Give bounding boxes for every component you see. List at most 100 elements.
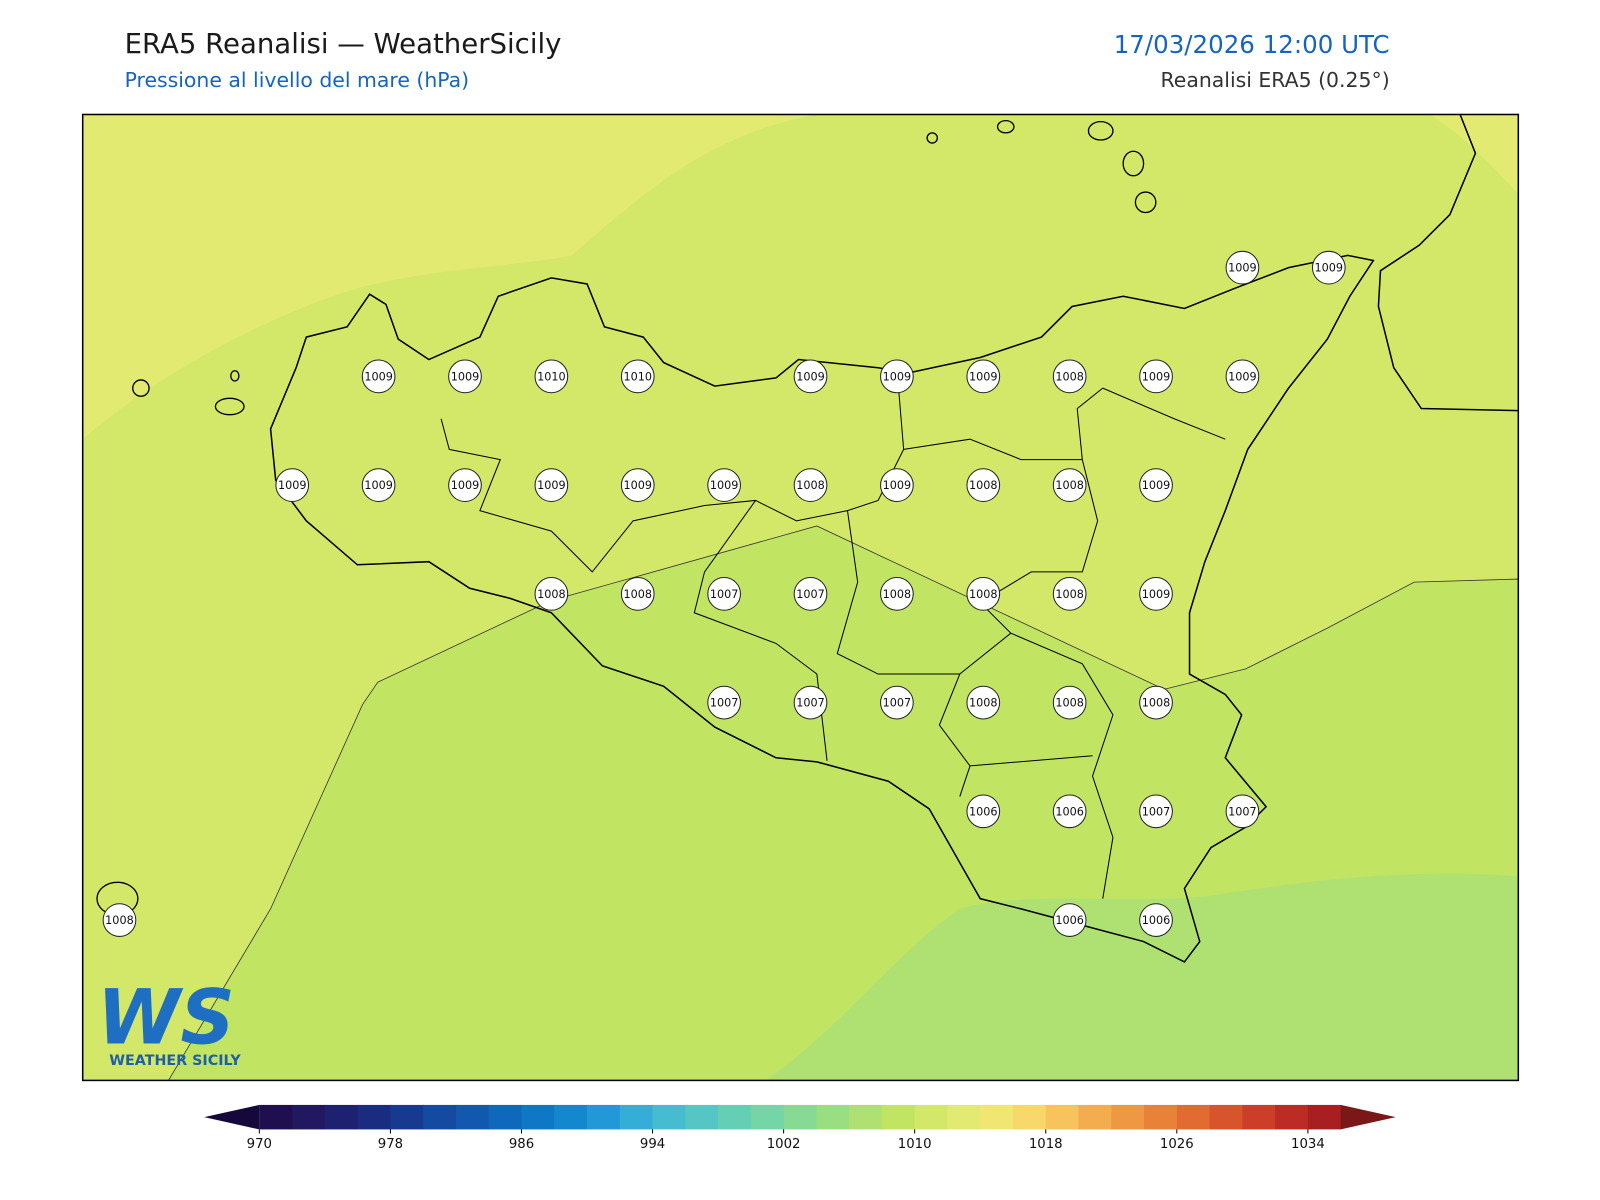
station-marker	[1225, 250, 1260, 285]
stations: 1009 1009 1009 1009 1010 1010 1009 1009 1009 1008…	[102, 250, 1346, 937]
colorbar-segment	[1275, 1104, 1309, 1130]
colorbar-segment	[1144, 1104, 1178, 1130]
station-marker	[1052, 794, 1087, 829]
station-value: 1008	[623, 588, 652, 601]
colorbar-tick-label: 1002	[767, 1137, 801, 1152]
station-marker	[793, 468, 828, 502]
station-value: 1006	[1142, 914, 1171, 927]
station-marker	[1052, 468, 1087, 502]
station-value: 1007	[1228, 805, 1257, 818]
station-marker	[534, 577, 569, 611]
colorbar-segment	[1045, 1104, 1080, 1130]
station-marker	[880, 359, 914, 394]
station-marker	[620, 577, 655, 611]
station-marker	[1052, 903, 1087, 937]
station-marker	[793, 577, 828, 611]
colorbar-segment	[1176, 1104, 1211, 1130]
station-value: 1009	[1142, 479, 1171, 492]
station-marker	[880, 577, 914, 611]
station-value: 1007	[1142, 805, 1171, 818]
colorbar-segment	[619, 1104, 654, 1130]
station-marker	[966, 359, 1001, 394]
colorbar-tick-label: 1034	[1291, 1137, 1325, 1152]
station-marker	[966, 468, 1001, 502]
station-marker	[1225, 794, 1260, 829]
station-marker	[707, 685, 741, 720]
station-value: 1006	[1055, 805, 1084, 818]
station-value: 1010	[537, 370, 566, 383]
station-marker	[534, 359, 569, 394]
colorbar-segment	[718, 1104, 752, 1130]
colorbar-segment	[914, 1104, 948, 1130]
map-frame	[81, 113, 1520, 1082]
station-value: 1007	[796, 588, 825, 601]
station-marker	[534, 468, 569, 502]
station-marker	[1052, 359, 1087, 394]
colorbar-under	[204, 1104, 260, 1130]
station-marker	[275, 468, 310, 502]
colorbar-segment	[357, 1104, 391, 1130]
station-value: 1006	[969, 805, 998, 818]
colorbar-segment	[881, 1104, 916, 1130]
colorbar-segment	[455, 1104, 490, 1130]
station-value: 1009	[883, 370, 912, 383]
station-value: 1008	[1142, 697, 1171, 710]
colorbar-tick-label: 1026	[1160, 1137, 1194, 1152]
colorbar-segment	[1012, 1104, 1047, 1130]
station-value: 1009	[1142, 370, 1171, 383]
datetime: 17/03/2026 12:00 UTC	[1114, 30, 1390, 59]
calabria-coast	[1377, 114, 1519, 412]
station-value: 1008	[1055, 370, 1084, 383]
colorbar-segment	[1209, 1104, 1243, 1130]
colorbar-segment	[783, 1104, 817, 1130]
station-marker	[1139, 903, 1173, 937]
station-value: 1007	[883, 697, 912, 710]
station-marker	[966, 794, 1001, 829]
station-marker	[448, 468, 482, 502]
station-value: 1009	[451, 479, 480, 492]
station-value: 1008	[969, 588, 998, 601]
field-band	[765, 873, 1519, 1081]
colorbar: 970 978 986 994 1002 1010 1018 1026 1034	[204, 1104, 1396, 1152]
station-value: 1008	[1055, 588, 1084, 601]
station-value: 1008	[969, 479, 998, 492]
colorbar-tick-label: 978	[378, 1137, 403, 1152]
station-marker	[620, 468, 655, 502]
station-marker	[1311, 250, 1346, 285]
station-value: 1009	[883, 479, 912, 492]
colorbar-segment	[554, 1104, 588, 1130]
station-value: 1009	[796, 370, 825, 383]
colorbar-tick-label: 994	[640, 1137, 665, 1152]
station-marker	[1139, 794, 1173, 829]
field-band	[82, 114, 1519, 440]
station-marker	[966, 685, 1001, 720]
station-value: 1009	[1228, 262, 1257, 275]
colorbar-segment	[980, 1104, 1014, 1130]
station-marker	[707, 468, 741, 502]
colorbar-segment	[1307, 1104, 1342, 1130]
station-marker	[793, 685, 828, 720]
station-value: 1009	[537, 479, 566, 492]
logo-text: WEATHER SICILY	[109, 1053, 241, 1069]
colorbar-segment	[488, 1104, 522, 1130]
station-marker	[793, 359, 828, 394]
colorbar-segment	[849, 1104, 883, 1130]
station-value: 1009	[623, 479, 652, 492]
station-value: 1008	[1055, 479, 1084, 492]
station-marker	[966, 577, 1001, 611]
station-value: 1008	[105, 914, 134, 927]
colorbar-tick-label: 970	[247, 1137, 272, 1152]
colorbar-segment	[292, 1104, 326, 1130]
station-value: 1008	[969, 697, 998, 710]
station-value: 1009	[451, 370, 480, 383]
station-value: 1009	[1228, 370, 1257, 383]
station-marker	[1225, 359, 1260, 394]
station-value: 1007	[796, 697, 825, 710]
station-value: 1009	[278, 479, 307, 492]
station-value: 1007	[710, 697, 739, 710]
station-marker	[1052, 577, 1087, 611]
colorbar-segment	[324, 1104, 359, 1130]
station-value: 1007	[710, 588, 739, 601]
